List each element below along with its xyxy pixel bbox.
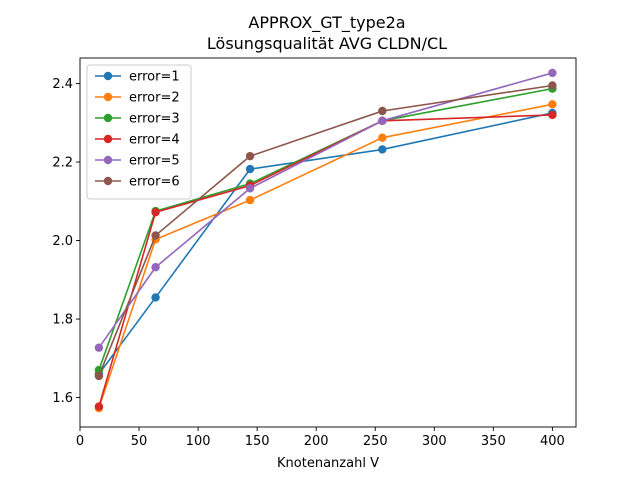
series-4-point <box>94 402 104 411</box>
legend-entry-label: error=6 <box>129 175 180 190</box>
plot-area: 0 50 100 150 200 250 300 350 400 1.6 1.8 2.0 2.2 2.4 e… <box>52 57 577 449</box>
legend-entry-label: error=3 <box>129 112 180 127</box>
chart-subtitle: Lösungsqualität AVG CLDN/CL <box>207 34 447 53</box>
legend-entry-label: error=4 <box>129 133 180 148</box>
x-tick-label: 50 <box>131 434 148 449</box>
legend-swatch-marker <box>103 155 113 165</box>
x-tick-label: 350 <box>481 434 506 449</box>
x-tick-label: 0 <box>76 434 84 449</box>
legend-box <box>86 64 192 200</box>
series-6-point <box>378 106 387 116</box>
legend-swatch-marker <box>103 113 113 123</box>
y-tick-label: 1.6 <box>52 391 73 406</box>
chart-title: APPROX_GT_type2a <box>248 13 405 33</box>
x-tick-label: 200 <box>304 434 329 449</box>
x-tick-label: 250 <box>363 434 388 449</box>
series-6-point <box>94 371 104 381</box>
y-tick-label: 2.0 <box>52 234 73 249</box>
series-5-point <box>548 68 557 78</box>
series-1-point <box>378 145 387 154</box>
x-tick-label: 150 <box>245 434 270 449</box>
x-axis-label: Knotenanzahl V <box>277 456 379 471</box>
series-2-point <box>245 195 255 205</box>
legend-swatch-marker <box>103 92 113 102</box>
series-5-point <box>94 343 104 352</box>
x-tick-label: 400 <box>540 434 565 449</box>
series-5-point <box>151 263 160 272</box>
series-5-point <box>378 116 387 126</box>
series-4-point <box>151 208 160 217</box>
axes-frame <box>79 57 577 428</box>
x-tick-label: 300 <box>422 434 447 449</box>
series-1-point <box>245 164 255 174</box>
series-6-point <box>548 81 557 90</box>
legend-swatch-marker <box>103 134 113 144</box>
legend-swatch-marker <box>103 71 113 81</box>
series-6-point <box>151 231 160 240</box>
legend-entry-label: error=2 <box>129 91 180 106</box>
series-4-point <box>548 110 557 120</box>
legend-swatch-marker <box>103 176 113 186</box>
y-tick-label: 2.4 <box>52 77 73 92</box>
x-tick-label: 100 <box>186 434 211 449</box>
series-2-point <box>378 133 387 142</box>
y-tick-label: 1.8 <box>52 313 73 328</box>
legend-entry-label: error=1 <box>129 70 180 85</box>
legend-entry-label: error=5 <box>129 154 180 169</box>
series-5-point <box>245 184 255 193</box>
series-6-point <box>245 151 255 161</box>
series-1-point <box>151 293 160 302</box>
series-2-point <box>548 100 557 109</box>
y-tick-label: 2.2 <box>52 156 73 171</box>
